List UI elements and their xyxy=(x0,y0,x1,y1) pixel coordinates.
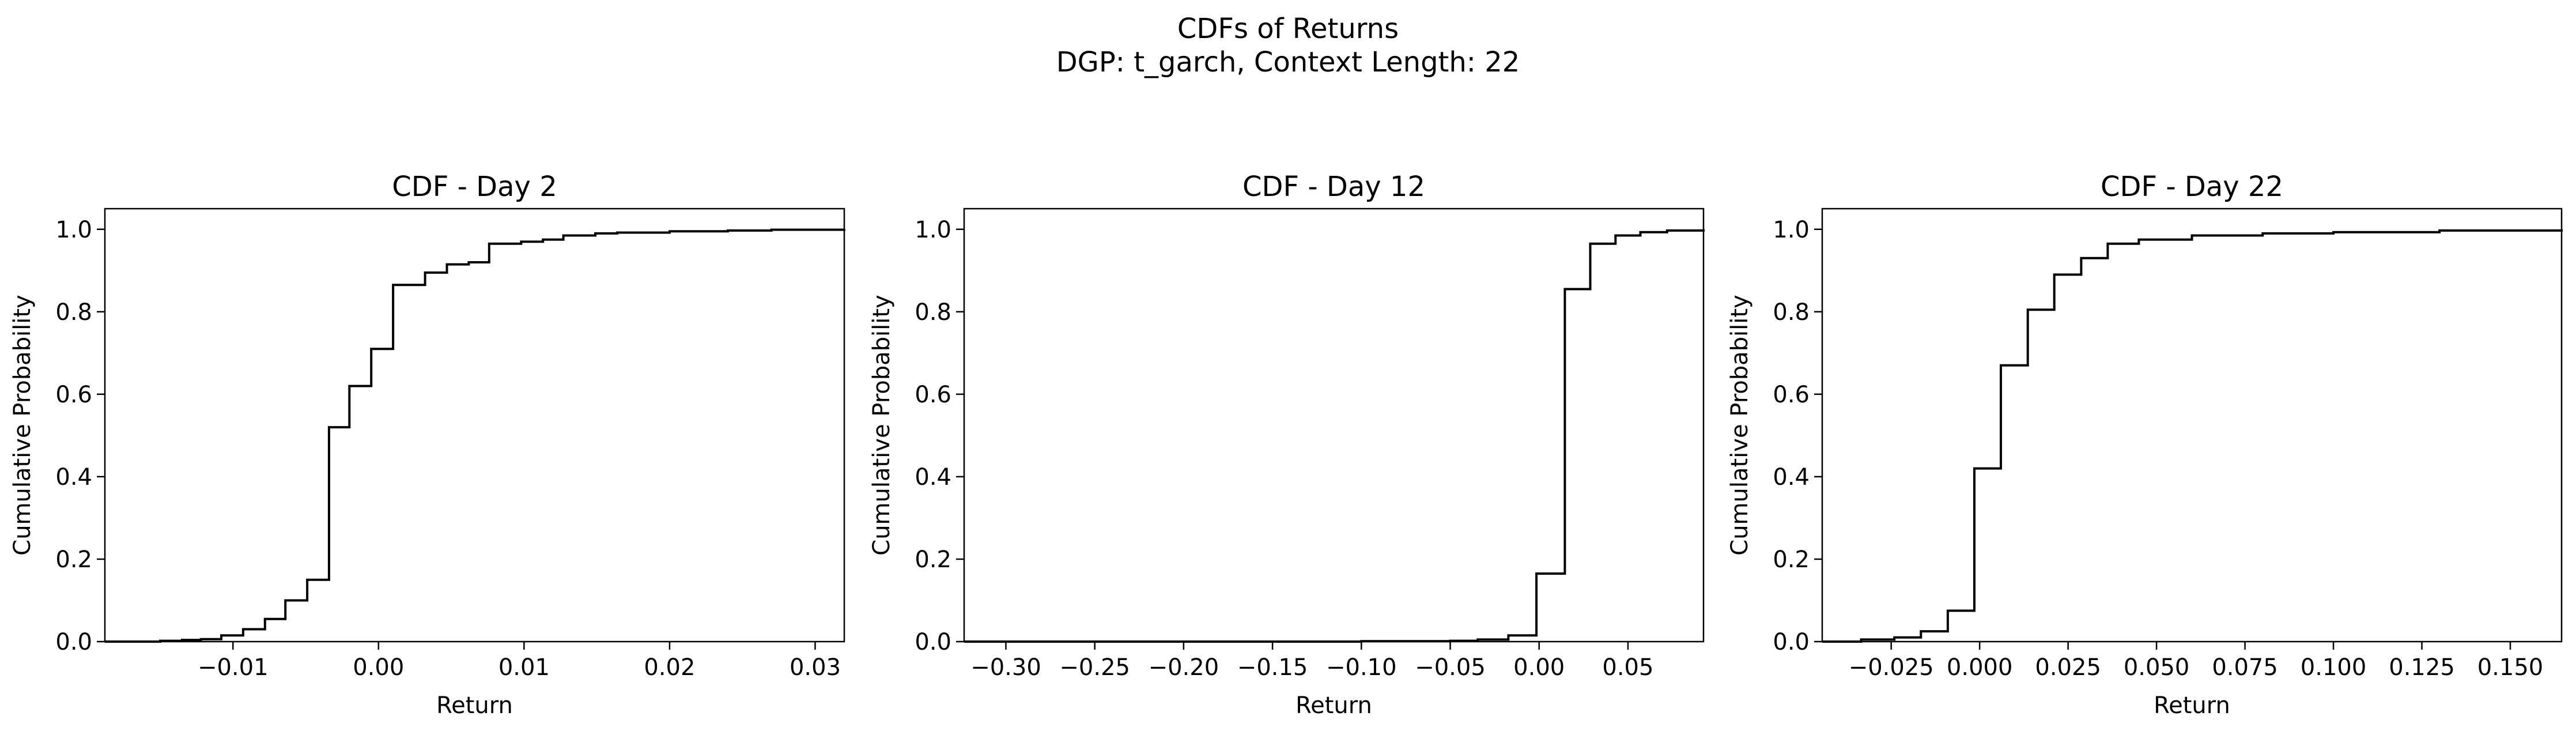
x-tick-label: 0.00 xyxy=(1513,654,1565,681)
panel-title: CDF - Day 12 xyxy=(1242,171,1425,203)
x-tick-label: −0.20 xyxy=(1149,654,1219,681)
y-tick-label: 1.0 xyxy=(915,217,951,243)
y-tick-label: 0.8 xyxy=(1773,299,1810,326)
cdf-panel-day-12: CDF - Day 12 −0.30 −0.25 −0.20 −0.15 −0.10 −0.… xyxy=(868,171,1705,719)
x-tick-label: −0.30 xyxy=(970,654,1041,681)
y-tick-label: 1.0 xyxy=(1773,217,1810,243)
x-tick-label: 0.00 xyxy=(353,654,404,681)
x-tick-label: 0.150 xyxy=(2477,654,2544,681)
y-tick-label: 0.6 xyxy=(1773,382,1810,408)
cdf-step-line xyxy=(1822,229,2563,643)
x-tick-label: 0.02 xyxy=(644,654,695,681)
y-tick-label: 0.6 xyxy=(915,382,951,408)
y-tick-label: 1.0 xyxy=(55,217,92,243)
y-tick-label: 0.4 xyxy=(55,464,92,491)
x-axis-label: Return xyxy=(436,692,513,719)
x-tick-label: 0.03 xyxy=(790,654,841,681)
x-tick-label: −0.25 xyxy=(1059,654,1130,681)
panel-title: CDF - Day 22 xyxy=(2101,171,2283,203)
figure-suptitle-line1: CDFs of Returns xyxy=(1177,13,1399,45)
axes-frame xyxy=(104,208,845,643)
y-tick-label: 0.8 xyxy=(55,299,92,326)
cdf-step-line xyxy=(964,229,1705,643)
x-tick-label: −0.025 xyxy=(1849,654,1934,681)
y-tick-label: 0.0 xyxy=(915,629,951,655)
x-tick-label: −0.15 xyxy=(1237,654,1308,681)
x-tick-label: 0.125 xyxy=(2389,654,2455,681)
axes-frame xyxy=(963,208,1705,643)
x-tick-label: 0.050 xyxy=(2124,654,2190,681)
axes-frame xyxy=(1821,208,2563,643)
y-tick-label: 0.4 xyxy=(1773,464,1810,491)
y-tick-label: 0.2 xyxy=(915,546,951,573)
y-axis-label: Cumulative Probability xyxy=(1727,295,1753,555)
x-tick-label: 0.075 xyxy=(2212,654,2278,681)
x-tick-label: −0.05 xyxy=(1415,654,1486,681)
cdf-panel-day-22: CDF - Day 22 −0.025 0.000 0.025 0.050 0.075 0.… xyxy=(1727,171,2563,719)
y-tick-label: 0.8 xyxy=(915,299,951,326)
panel-title: CDF - Day 2 xyxy=(392,171,557,203)
x-tick-label: −0.01 xyxy=(198,654,269,681)
y-tick-label: 0.2 xyxy=(55,546,92,573)
y-tick-label: 0.2 xyxy=(1773,546,1810,573)
x-axis-label: Return xyxy=(2154,692,2230,719)
cdf-step-line xyxy=(105,228,845,643)
x-tick-label: 0.025 xyxy=(2035,654,2101,681)
figure-suptitle-line2: DGP: t_garch, Context Length: 22 xyxy=(1056,46,1520,78)
y-axis-label: Cumulative Probability xyxy=(868,295,895,555)
x-tick-label: 0.01 xyxy=(498,654,550,681)
y-axis-label: Cumulative Probability xyxy=(9,295,36,555)
x-tick-label: 0.000 xyxy=(1947,654,2013,681)
y-tick-label: 0.0 xyxy=(1773,629,1810,655)
cdf-panel-day-2: CDF - Day 2 −0.01 0.00 0.01 0.02 0.03 0.0 0.2 0.… xyxy=(9,171,845,719)
y-tick-label: 0.0 xyxy=(55,629,92,655)
y-tick-label: 0.4 xyxy=(915,464,951,491)
x-tick-label: 0.100 xyxy=(2301,654,2367,681)
x-tick-label: −0.10 xyxy=(1326,654,1397,681)
x-tick-label: 0.05 xyxy=(1602,654,1653,681)
x-axis-label: Return xyxy=(1295,692,1372,719)
y-tick-label: 0.6 xyxy=(55,382,92,408)
